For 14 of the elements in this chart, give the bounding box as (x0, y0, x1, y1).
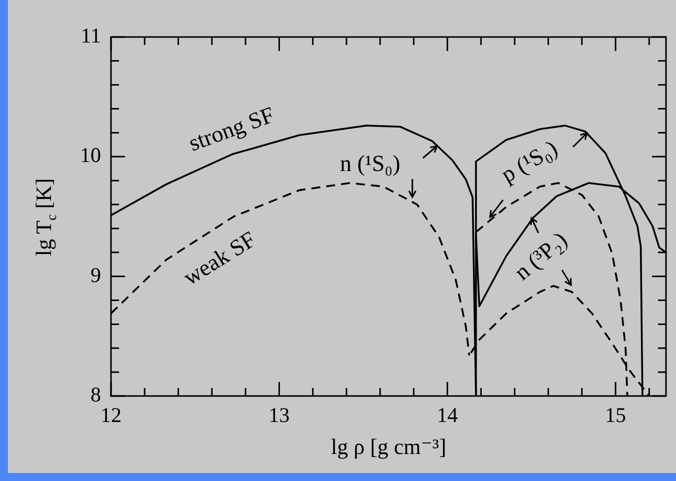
annotation: n (³P₂) (510, 227, 572, 285)
x-axis-title: lg ρ [g cm⁻³] (331, 434, 446, 460)
annotation: strong SF (186, 102, 278, 156)
y-tick-label: 8 (90, 382, 101, 407)
annotation: weak SF (179, 226, 260, 290)
x-tick-label: 15 (605, 403, 626, 428)
x-tick-label: 14 (436, 403, 458, 428)
annotation: p (¹S₀) (496, 135, 562, 188)
y-tick-label: 11 (80, 24, 101, 48)
y-tick-label: 10 (80, 143, 101, 168)
x-tick-label: 13 (268, 403, 290, 428)
x-tick-label: 12 (100, 403, 122, 428)
annotation: n (¹S₀) (340, 151, 400, 176)
y-tick-label: 9 (90, 262, 101, 287)
